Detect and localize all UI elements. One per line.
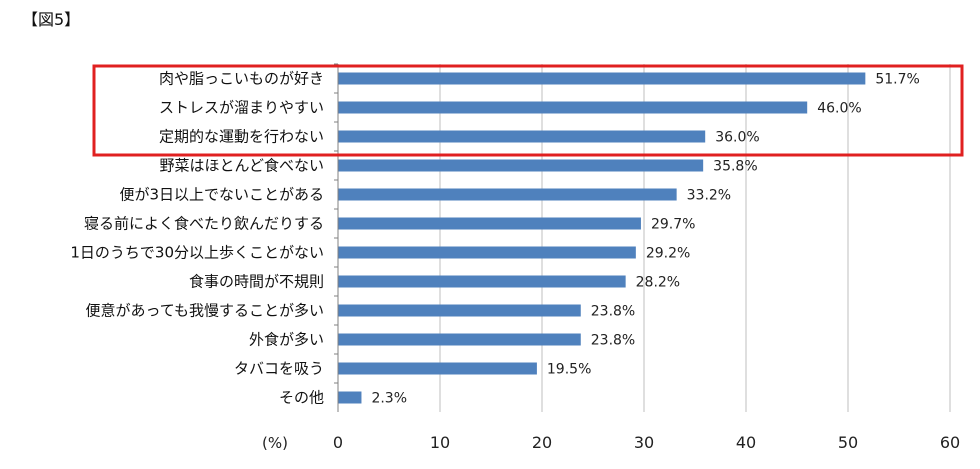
category-label: 肉や脂っこいものが好き [159, 70, 324, 88]
bar [338, 391, 362, 404]
value-label: 19.5% [547, 362, 591, 378]
x-unit-label: (%) [262, 434, 288, 452]
bar [338, 159, 704, 172]
category-label: 便が3日以上でないことがある [119, 186, 324, 204]
value-label: 28.2% [636, 275, 680, 291]
category-label: 外食が多い [249, 331, 324, 349]
category-label: 定期的な運動を行わない [159, 128, 324, 146]
gridlines [439, 64, 951, 412]
bar [338, 275, 626, 288]
x-tick-label: 50 [838, 433, 858, 452]
bar [338, 72, 866, 85]
bar [338, 246, 636, 259]
value-label: 36.0% [715, 130, 759, 146]
value-labels: 51.7% 46.0% 36.0% 35.8% 33.2% 29.7% 29.2% 28.2%… [371, 72, 919, 407]
bar [338, 362, 537, 375]
bar [338, 217, 641, 230]
category-label: 1日のうちで30分以上歩くことがない [70, 244, 324, 262]
value-label: 35.8% [713, 159, 757, 175]
bar [338, 188, 677, 201]
bars [334, 63, 866, 404]
value-label: 29.7% [651, 217, 695, 233]
value-label: 2.3% [371, 391, 407, 407]
bar [338, 130, 706, 143]
x-tick-label: 40 [736, 433, 756, 452]
category-label: 便意があっても我慢することが多い [85, 302, 324, 320]
category-labels: 肉や脂っこいものが好きストレスが溜まりやすい定期的な運動を行わない野菜はほとんど… [70, 70, 324, 407]
bar [338, 333, 581, 346]
category-label: 野菜はほとんど食べない [159, 157, 324, 175]
highlight-box [92, 64, 964, 157]
value-label: 23.8% [591, 333, 635, 349]
x-tick-label: 60 [940, 433, 960, 452]
value-label: 46.0% [817, 101, 861, 117]
value-label: 29.2% [646, 246, 690, 262]
value-label: 51.7% [875, 72, 919, 88]
category-label: タバコを吸う [234, 360, 324, 378]
x-tick-label: 10 [430, 433, 450, 452]
x-tick-label: 30 [634, 433, 654, 452]
category-label: 食事の時間が不規則 [189, 273, 324, 291]
x-tick-label: 0 [333, 433, 343, 452]
value-label: 23.8% [591, 304, 635, 320]
bar [338, 304, 581, 317]
category-label: ストレスが溜まりやすい [159, 99, 324, 117]
x-tick-label: 20 [532, 433, 552, 452]
category-label: 寝る前によく食べたり飲んだりする [84, 215, 324, 233]
x-tick-labels: 0 10 20 30 40 50 60 [333, 433, 960, 452]
figure-label: 【図5】 [22, 10, 81, 29]
value-label: 33.2% [687, 188, 731, 204]
bar [338, 101, 808, 114]
category-label: その他 [279, 389, 324, 407]
